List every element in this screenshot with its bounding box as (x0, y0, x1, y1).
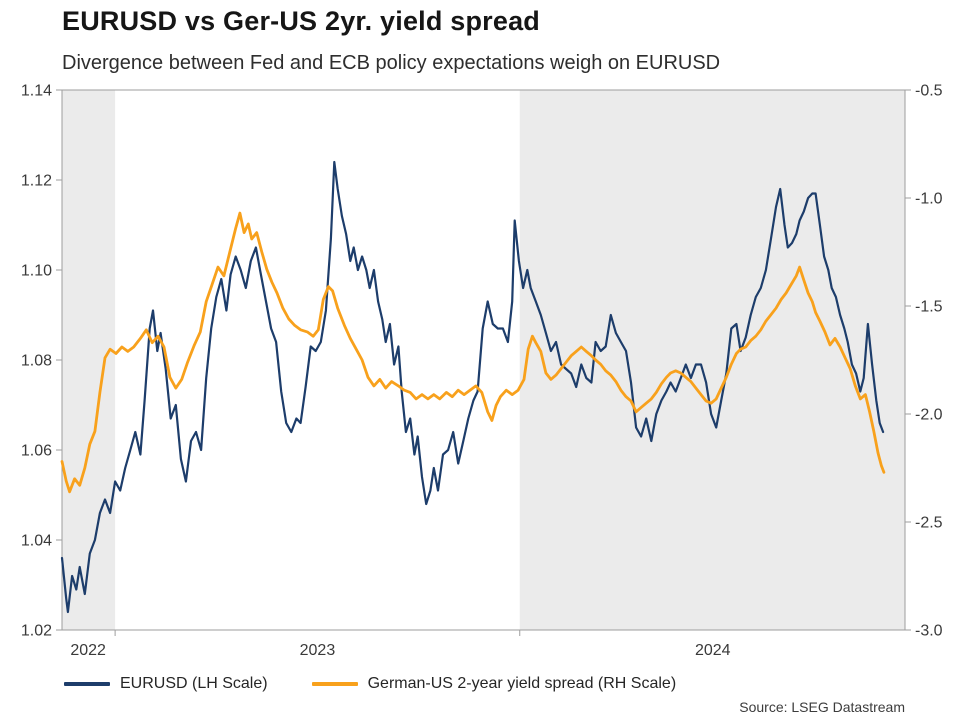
eurusd-line (60, 160, 885, 614)
chart-legend: EURUSD (LH Scale) German-US 2-year yield… (64, 675, 676, 693)
left-axis-tick-label: 1.06 (21, 443, 52, 460)
right-axis-tick-label: -2.0 (915, 407, 943, 424)
chart-title: EURUSD vs Ger-US 2yr. yield spread (62, 6, 540, 36)
legend-label-spread: German-US 2-year yield spread (RH Scale) (367, 675, 677, 692)
right-axis-tick-label: -3.0 (915, 623, 943, 640)
x-axis-year-label: 2024 (695, 642, 731, 659)
spread-line-swatch-icon (311, 682, 358, 686)
legend-item-spread: German-US 2-year yield spread (RH Scale) (311, 675, 677, 693)
right-axis-tick-label: -2.5 (915, 515, 943, 532)
left-axis-tick-label: 1.10 (21, 263, 52, 280)
left-axis-tick-label: 1.14 (21, 83, 52, 100)
right-axis-tick-label: -1.0 (915, 191, 943, 208)
shaded-year-band (519, 90, 905, 630)
shaded-year-band (62, 90, 116, 630)
x-axis-year-label: 2023 (300, 642, 336, 659)
left-axis-tick-label: 1.04 (21, 533, 52, 550)
spread-line (60, 211, 886, 494)
left-axis-tick-label: 1.02 (21, 623, 52, 640)
right-axis-tick-label: -0.5 (915, 83, 943, 100)
legend-label-eurusd: EURUSD (LH Scale) (120, 675, 268, 692)
left-axis-tick-label: 1.08 (21, 353, 52, 370)
right-axis-tick-label: -1.5 (915, 299, 943, 316)
legend-item-eurusd: EURUSD (LH Scale) (64, 675, 268, 693)
chart-subtitle: Divergence between Fed and ECB policy ex… (62, 52, 721, 74)
source-attribution: Source: LSEG Datastream (739, 699, 905, 715)
x-axis-year-label: 2022 (70, 642, 106, 659)
left-axis-tick-label: 1.12 (21, 173, 52, 190)
eurusd-line-swatch-icon (64, 682, 110, 686)
